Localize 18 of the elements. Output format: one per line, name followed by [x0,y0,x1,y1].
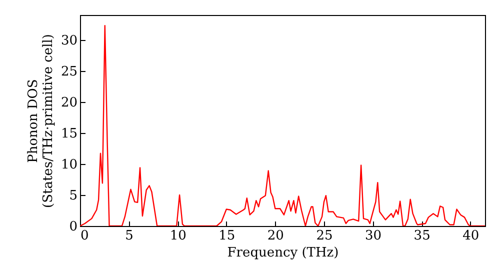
y-tick-label: 15 [60,126,78,142]
x-tick-label: 5 [125,228,134,244]
x-tick-label: 15 [218,228,236,244]
y-axis-title: Phonon DOS (States/THz·primitive cell) [26,34,56,208]
x-tick-label: 35 [414,228,430,244]
x-tick-label: 40 [462,228,480,244]
x-tick-label: 0 [80,228,89,244]
y-tick-label: 30 [60,33,78,48]
y-tick-label: 10 [60,157,78,172]
x-tick-label: 10 [170,228,186,244]
x-tick-label: 25 [316,228,333,244]
line-series [80,24,485,226]
y-tick-label: 25 [60,64,78,80]
x-tick-label: 20 [267,228,284,244]
y-tick-label: 5 [69,188,78,204]
y-tick-label: 20 [60,95,78,110]
x-axis-title: Frequency (THz) [227,246,339,260]
x-tick-label: 30 [365,228,382,244]
